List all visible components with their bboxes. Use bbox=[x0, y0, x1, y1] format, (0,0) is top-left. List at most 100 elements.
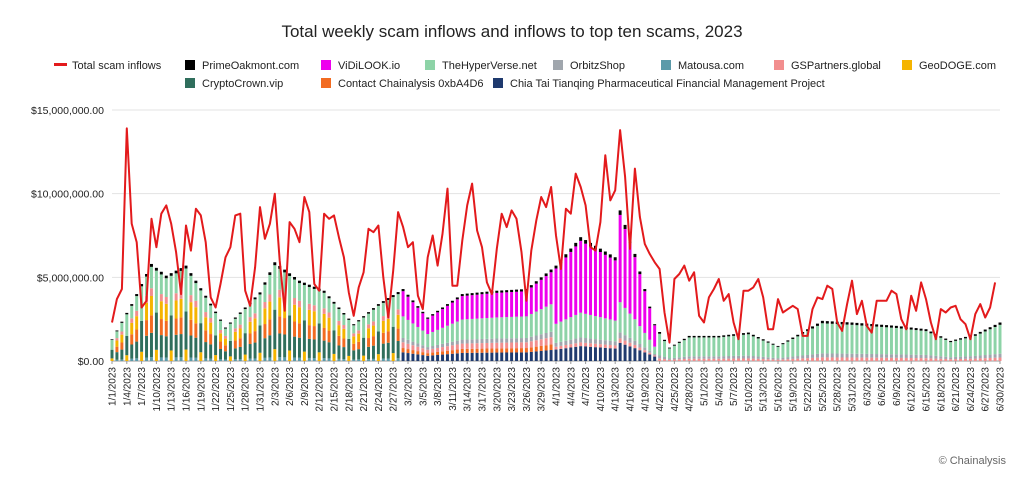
bar-segment bbox=[539, 277, 543, 280]
bar-segment bbox=[495, 338, 499, 343]
legend-item: Total scam inflows bbox=[54, 60, 162, 72]
x-tick-label: 3/17/2023 bbox=[478, 367, 489, 412]
bar-segment bbox=[667, 358, 671, 360]
bar-segment bbox=[801, 358, 805, 361]
bar-segment bbox=[475, 294, 479, 319]
y-tick-label: $10,000,000.00 bbox=[31, 189, 104, 201]
bar-segment bbox=[963, 356, 967, 359]
bar-segment bbox=[233, 318, 237, 329]
bar-segment bbox=[352, 333, 356, 337]
bar-segment bbox=[707, 337, 711, 357]
bar-segment bbox=[968, 356, 972, 359]
bar-segment bbox=[524, 352, 528, 361]
bar-segment bbox=[283, 334, 287, 358]
bar-segment bbox=[830, 353, 834, 358]
bar-segment bbox=[954, 339, 958, 341]
bar-segment bbox=[130, 358, 134, 361]
bar-segment bbox=[781, 344, 785, 358]
bar-segment bbox=[189, 302, 193, 320]
bar-segment bbox=[322, 313, 326, 328]
bar-segment bbox=[268, 319, 272, 336]
bar-segment bbox=[219, 320, 223, 330]
chart-credit: © Chainalysis bbox=[939, 455, 1007, 467]
bar-segment bbox=[712, 356, 716, 359]
bar-segment bbox=[455, 344, 459, 350]
bar-segment bbox=[608, 257, 612, 320]
bar-segment bbox=[189, 273, 193, 276]
bar-segment bbox=[993, 357, 997, 361]
bar-segment bbox=[421, 313, 425, 331]
bar-segment bbox=[352, 325, 356, 334]
bar-segment bbox=[524, 342, 528, 349]
bar-segment bbox=[643, 332, 647, 348]
bar-segment bbox=[682, 356, 686, 360]
bar-segment bbox=[746, 358, 750, 361]
bar-segment bbox=[820, 357, 824, 361]
bar-segment bbox=[648, 352, 652, 355]
bar-segment bbox=[273, 265, 277, 310]
bar-segment bbox=[870, 357, 874, 361]
bar-segment bbox=[529, 351, 533, 361]
bar-segment bbox=[209, 334, 213, 345]
bar-segment bbox=[199, 352, 203, 361]
bar-segment bbox=[253, 331, 257, 343]
bar-segment bbox=[258, 325, 262, 353]
bar-segment bbox=[204, 295, 208, 298]
bar-segment bbox=[593, 249, 597, 317]
bar-segment bbox=[692, 335, 696, 338]
bar-segment bbox=[500, 342, 504, 349]
bar-segment bbox=[189, 335, 193, 358]
bar-segment bbox=[470, 295, 474, 319]
bar-segment bbox=[584, 346, 588, 361]
bar-segment bbox=[367, 313, 371, 325]
bar-segment bbox=[204, 312, 208, 318]
bar-segment bbox=[490, 348, 494, 353]
bar-segment bbox=[184, 268, 188, 312]
bar-segment bbox=[219, 359, 223, 361]
bar-segment bbox=[717, 356, 721, 359]
bar-segment bbox=[238, 313, 242, 325]
bar-segment bbox=[909, 357, 913, 361]
bar-segment bbox=[825, 323, 829, 354]
bar-segment bbox=[904, 354, 908, 358]
bar-segment bbox=[135, 310, 139, 317]
bar-segment bbox=[322, 292, 326, 309]
bar-segment bbox=[312, 288, 316, 306]
bar-segment bbox=[431, 315, 435, 332]
bar-segment bbox=[746, 332, 750, 335]
bar-segment bbox=[998, 322, 1002, 325]
bar-segment bbox=[214, 335, 218, 356]
bar-segment bbox=[115, 346, 119, 353]
bar-segment bbox=[959, 358, 963, 361]
bar-segment bbox=[490, 338, 494, 343]
bar-segment bbox=[855, 353, 859, 358]
bar-segment bbox=[406, 339, 410, 344]
bar-segment bbox=[411, 323, 415, 342]
bar-segment bbox=[524, 337, 528, 343]
bar-segment bbox=[470, 343, 474, 349]
bar-segment bbox=[737, 358, 741, 361]
bar-segment bbox=[717, 335, 721, 338]
bar-segment bbox=[465, 295, 469, 320]
bar-segment bbox=[268, 274, 272, 295]
bar-segment bbox=[174, 318, 178, 335]
bar-segment bbox=[574, 246, 578, 315]
bar-segment bbox=[983, 358, 987, 361]
bar-segment bbox=[381, 358, 385, 361]
legend-item: GeoDOGE.com bbox=[902, 60, 996, 72]
bar-segment bbox=[623, 228, 627, 308]
bar-segment bbox=[357, 341, 361, 350]
bar-segment bbox=[431, 314, 435, 316]
bar-segment bbox=[806, 329, 810, 332]
x-tick-label: 3/14/2023 bbox=[463, 367, 474, 412]
bar-segment bbox=[445, 350, 449, 355]
bar-segment bbox=[574, 346, 578, 361]
bar-segment bbox=[717, 337, 721, 357]
bar-segment bbox=[154, 312, 158, 350]
bar-segment bbox=[219, 333, 223, 342]
bar-segment bbox=[243, 354, 247, 361]
bar-segment bbox=[672, 345, 676, 358]
bar-segment bbox=[929, 358, 933, 361]
bar-segment bbox=[371, 308, 375, 310]
bar-segment bbox=[510, 348, 514, 353]
